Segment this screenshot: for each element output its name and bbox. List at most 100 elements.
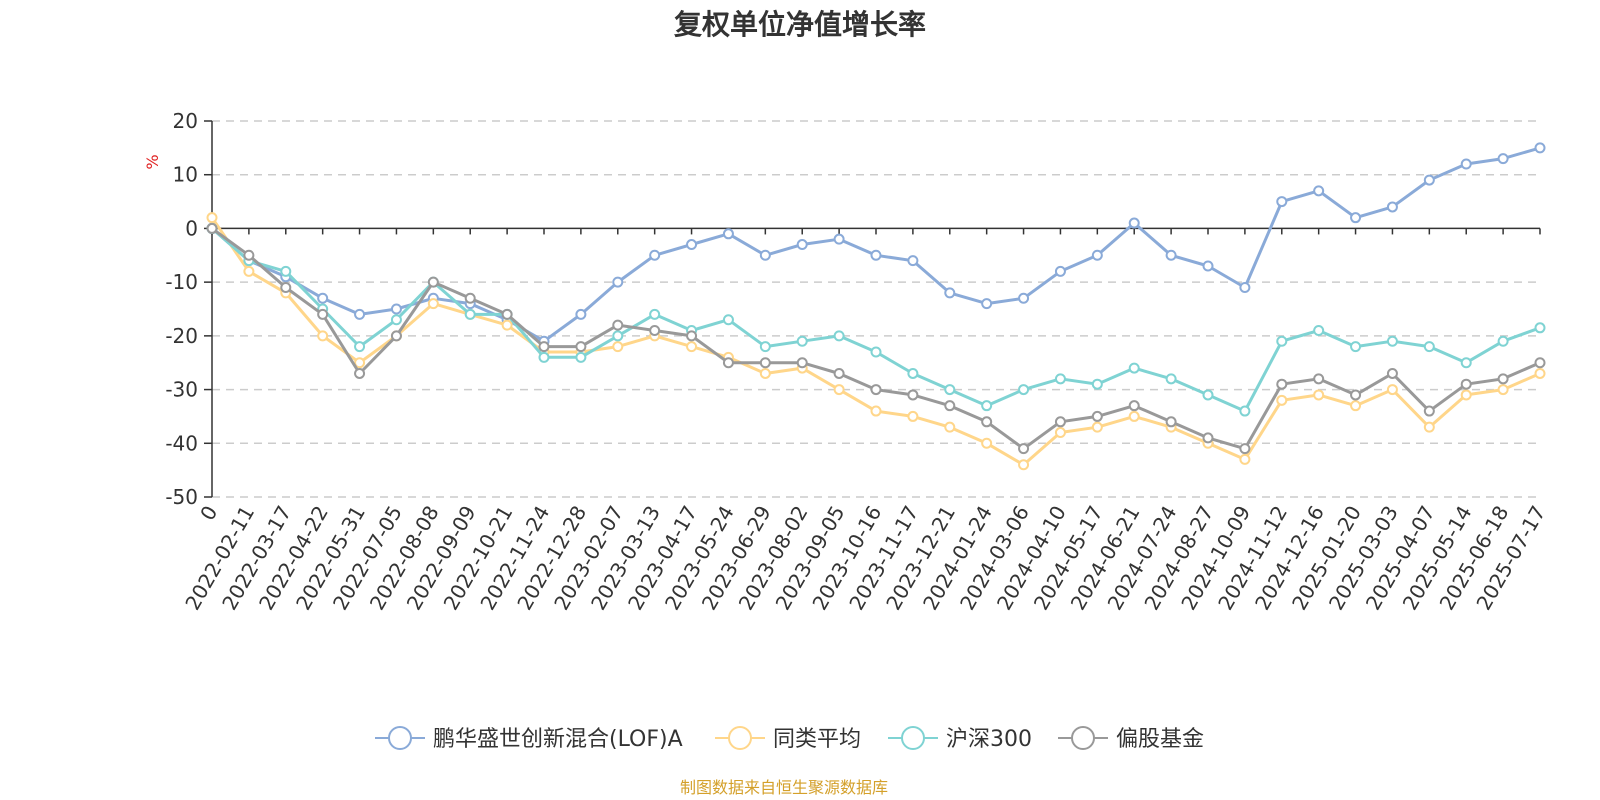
data-point	[981, 437, 993, 449]
series-0	[206, 142, 1546, 347]
legend-item[interactable]: 沪深300	[888, 726, 1032, 752]
legend-item[interactable]: 偏股基金	[1058, 726, 1204, 752]
data-point	[686, 341, 698, 353]
chart-title: 复权单位净值增长率	[674, 8, 926, 41]
data-point	[1313, 185, 1325, 197]
data-point	[1497, 373, 1509, 385]
data-point	[1423, 421, 1435, 433]
legend-marker	[901, 726, 925, 750]
source-note: 制图数据来自恒生聚源数据库	[680, 778, 888, 797]
data-point	[722, 357, 734, 369]
data-point	[944, 400, 956, 412]
data-point	[870, 249, 882, 261]
data-point	[1460, 158, 1472, 170]
data-point	[1386, 335, 1398, 347]
legend-label: 鹏华盛世创新混合(LOF)A	[433, 727, 683, 752]
data-point	[1054, 265, 1066, 277]
data-point	[759, 367, 771, 379]
data-point	[686, 330, 698, 342]
data-point	[612, 319, 624, 331]
data-point	[1460, 357, 1472, 369]
data-point	[206, 212, 218, 224]
data-point	[1423, 405, 1435, 417]
legend-item[interactable]: 同类平均	[715, 726, 861, 752]
x-tick-label: 0	[195, 502, 222, 525]
data-point	[354, 341, 366, 353]
data-point	[907, 410, 919, 422]
data-point	[722, 228, 734, 240]
y-tick-label: -20	[165, 324, 198, 348]
data-point	[981, 298, 993, 310]
data-point	[612, 330, 624, 342]
legend[interactable]: 鹏华盛世创新混合(LOF)A 同类平均 沪深300 偏股基金	[375, 726, 1204, 752]
data-point	[427, 298, 439, 310]
data-point	[1276, 378, 1288, 390]
data-point	[1313, 324, 1325, 336]
data-point	[1128, 217, 1140, 229]
y-tick-label: -30	[165, 378, 198, 402]
data-point	[243, 265, 255, 277]
data-point	[1350, 212, 1362, 224]
data-point	[1350, 400, 1362, 412]
data-point	[1534, 367, 1546, 379]
data-point	[796, 239, 808, 251]
legend-marker	[1071, 726, 1095, 750]
y-tick-label: -50	[165, 485, 198, 509]
data-point	[1386, 384, 1398, 396]
data-point	[686, 239, 698, 251]
data-point	[1386, 367, 1398, 379]
data-point	[1091, 378, 1103, 390]
data-point	[1202, 432, 1214, 444]
data-point	[1497, 335, 1509, 347]
legend-item[interactable]: 鹏华盛世创新混合(LOF)A	[375, 726, 683, 752]
data-point	[1239, 443, 1251, 455]
data-point	[1128, 362, 1140, 374]
data-point	[1128, 400, 1140, 412]
data-point	[317, 308, 329, 320]
y-axis-unit-label: %	[143, 154, 162, 169]
data-point	[1054, 427, 1066, 439]
data-point	[575, 308, 587, 320]
data-point	[464, 292, 476, 304]
data-point	[317, 330, 329, 342]
data-point	[1423, 341, 1435, 353]
data-point	[1091, 249, 1103, 261]
axes: 20100-10-20-30-40-5002022-02-112022-03-1…	[165, 109, 1550, 614]
data-point	[354, 357, 366, 369]
data-point	[759, 357, 771, 369]
data-point	[1054, 373, 1066, 385]
y-tick-label: 10	[173, 163, 198, 187]
data-point	[1165, 373, 1177, 385]
data-point	[1128, 410, 1140, 422]
data-point	[1534, 322, 1546, 334]
data-point	[1091, 410, 1103, 422]
data-point	[833, 367, 845, 379]
data-point	[981, 416, 993, 428]
data-point	[1460, 389, 1472, 401]
y-tick-label: 0	[185, 216, 198, 240]
data-point	[1276, 394, 1288, 406]
data-point	[1497, 153, 1509, 165]
data-point	[280, 265, 292, 277]
data-point	[759, 341, 771, 353]
data-point	[538, 341, 550, 353]
data-point	[833, 384, 845, 396]
data-point	[649, 308, 661, 320]
data-point	[870, 346, 882, 358]
data-point	[1239, 405, 1251, 417]
legend-marker	[728, 726, 752, 750]
data-point	[464, 308, 476, 320]
data-point	[1276, 196, 1288, 208]
series-3	[206, 222, 1546, 455]
data-point	[1423, 174, 1435, 186]
data-point	[944, 384, 956, 396]
data-point	[206, 222, 218, 234]
data-point	[427, 276, 439, 288]
data-point	[1054, 416, 1066, 428]
data-point	[759, 249, 771, 261]
data-point	[1350, 341, 1362, 353]
grid-lines	[212, 120, 1540, 498]
data-point	[907, 367, 919, 379]
data-point	[1018, 384, 1030, 396]
data-point	[575, 341, 587, 353]
